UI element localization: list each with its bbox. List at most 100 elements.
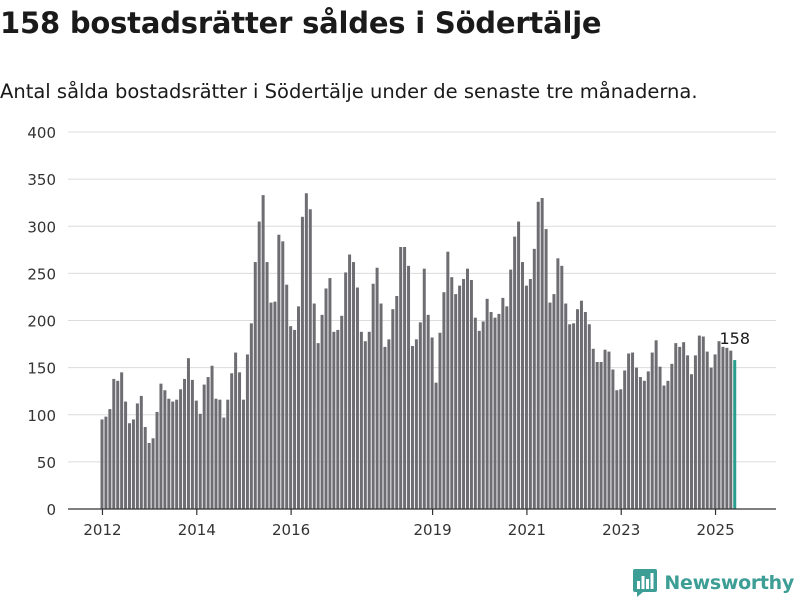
bar (611, 369, 615, 509)
bar (108, 409, 112, 509)
bar (599, 361, 603, 509)
bar (422, 268, 426, 509)
bar (403, 246, 407, 510)
bar (658, 366, 662, 509)
bar (348, 254, 352, 509)
y-tick-label: 100 (27, 407, 56, 425)
bar (238, 372, 242, 509)
bar (693, 355, 697, 509)
bar (253, 262, 257, 509)
bar (355, 287, 359, 509)
x-tick-label: 2021 (508, 521, 546, 539)
bar (312, 303, 316, 509)
bar (536, 201, 540, 509)
bar (104, 416, 108, 509)
bar (497, 313, 501, 509)
bar (682, 342, 686, 509)
bar (344, 272, 348, 509)
bar (297, 306, 300, 509)
bar (485, 298, 489, 509)
bar (697, 335, 701, 509)
y-tick-label: 150 (27, 360, 56, 378)
x-tick-label: 2023 (602, 521, 640, 539)
y-tick-label: 50 (37, 454, 56, 472)
bar (414, 339, 418, 509)
bar (324, 288, 328, 509)
bar (171, 401, 175, 509)
bar (729, 350, 733, 509)
bar (151, 438, 155, 509)
bar (690, 374, 693, 509)
bar (135, 403, 139, 509)
bar (438, 332, 442, 509)
bar (249, 323, 253, 509)
bar (705, 351, 709, 509)
page-subtitle: Antal sålda bostadsrätter i Södertälje u… (0, 80, 698, 103)
bar (186, 358, 190, 509)
bar (524, 285, 528, 509)
bar (560, 265, 564, 509)
bar (387, 339, 391, 509)
bar (143, 427, 147, 509)
bar (627, 353, 631, 509)
bar (194, 400, 198, 509)
bar (517, 221, 521, 509)
bar (501, 297, 505, 509)
bar (548, 302, 552, 509)
y-tick-label: 350 (27, 171, 56, 189)
bar (214, 398, 218, 509)
bar (222, 417, 226, 509)
bar (603, 349, 607, 509)
bar (226, 399, 230, 509)
bar (713, 354, 717, 509)
bar (352, 262, 356, 509)
bar (572, 323, 576, 509)
bar (198, 413, 202, 509)
bar-chart: 0 50 100 150 200 250 300 350 400 2012 2014 2016 2019… (27, 124, 776, 539)
bar (332, 331, 336, 509)
bar (430, 337, 434, 509)
bar (379, 303, 383, 509)
bar (128, 423, 132, 509)
bar (167, 398, 171, 509)
bar (179, 389, 183, 509)
bar (131, 419, 135, 509)
bar (481, 321, 485, 509)
bar (269, 302, 273, 509)
bar (462, 279, 466, 509)
bar (509, 269, 513, 509)
bar (375, 267, 379, 509)
bar (434, 382, 438, 509)
bar (505, 306, 509, 509)
bar (654, 340, 658, 509)
x-tick-label: 2012 (83, 521, 121, 539)
bar (646, 371, 650, 509)
bar (540, 197, 544, 509)
bar (666, 380, 670, 509)
bar (568, 324, 572, 509)
bar (230, 373, 234, 509)
bar (418, 322, 422, 509)
bar (446, 251, 450, 509)
bar (493, 317, 497, 509)
bar (458, 285, 462, 509)
bar (564, 303, 568, 509)
bar (139, 395, 143, 509)
bar-layer (100, 193, 737, 510)
bar (650, 352, 654, 509)
bar (678, 346, 682, 509)
bar (190, 379, 194, 509)
bar (383, 346, 387, 509)
bar (407, 265, 411, 509)
bar (556, 258, 560, 509)
bar (340, 315, 344, 509)
bar (265, 262, 269, 509)
bar (175, 399, 179, 509)
y-tick-label: 0 (46, 501, 56, 519)
bar (579, 300, 583, 509)
bar (289, 326, 293, 509)
brand-name: Newsworthy (664, 572, 794, 594)
label-layer: 0 50 100 150 200 250 300 350 400 2012 2014 2016 2019… (27, 124, 750, 539)
bar (277, 234, 281, 509)
bar (583, 312, 587, 509)
